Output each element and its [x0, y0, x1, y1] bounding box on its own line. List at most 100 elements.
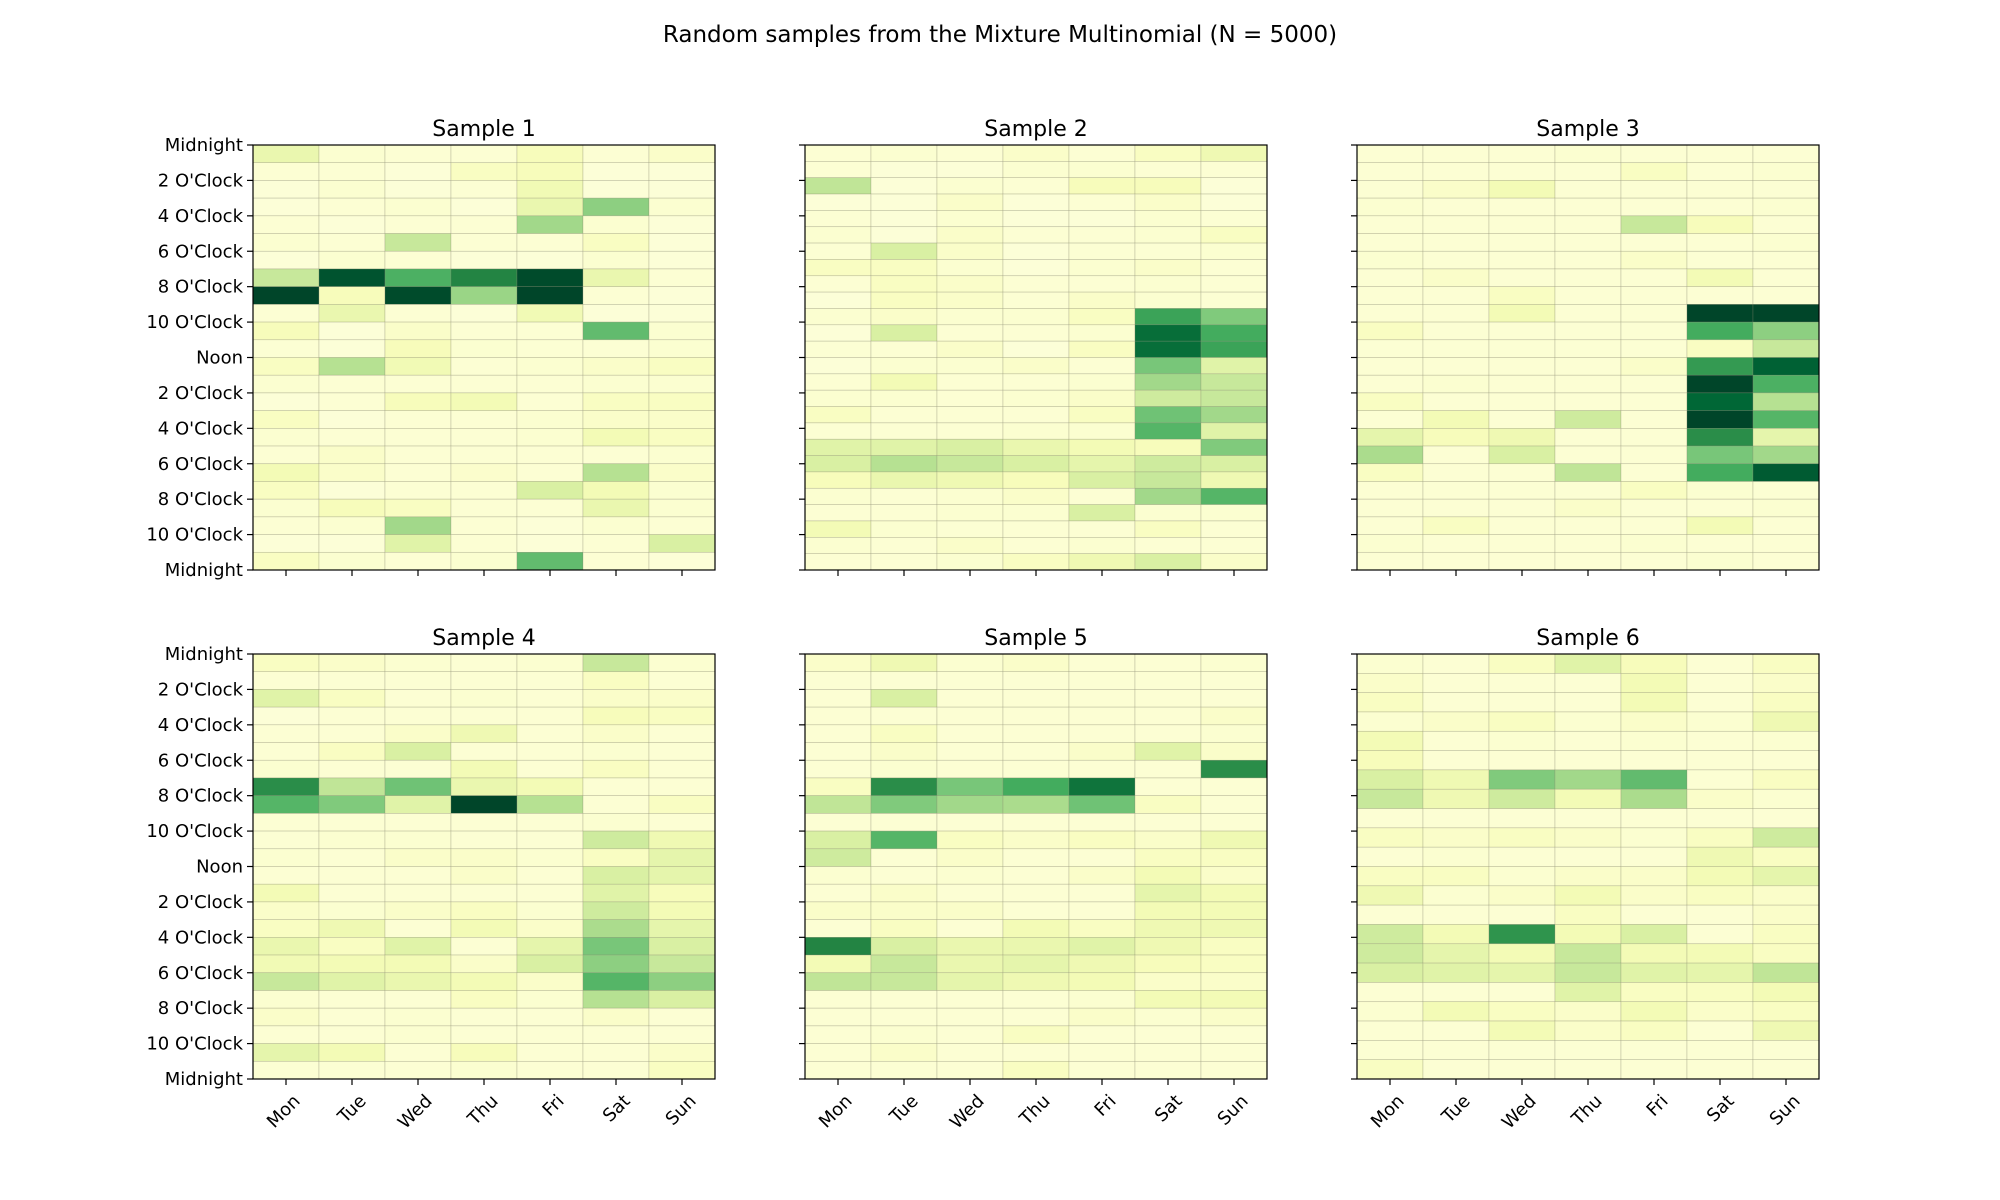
heatmap-cell — [1686, 180, 1754, 199]
x-tick-label: Thu — [1015, 1091, 1054, 1130]
heatmap-cell — [1134, 901, 1202, 920]
heatmap-cell — [804, 373, 872, 391]
heatmap-cell — [1554, 304, 1622, 323]
heatmap-cell — [648, 706, 716, 726]
heatmap-cell — [582, 1060, 650, 1080]
heatmap-cell — [516, 428, 584, 447]
heatmap-cell — [870, 901, 938, 920]
heatmap-cell — [870, 210, 938, 228]
heatmap-cell — [1686, 962, 1754, 983]
heatmap-cell — [1620, 1040, 1688, 1060]
heatmap-cell — [804, 724, 872, 743]
heatmap-cell — [1356, 304, 1424, 323]
heatmap-cell — [870, 487, 938, 505]
heatmap-cell — [1488, 250, 1556, 270]
heatmap-cell — [1134, 308, 1202, 326]
heatmap-cell — [804, 340, 872, 358]
heatmap-cell — [1488, 866, 1556, 887]
heatmap-cell — [1620, 1001, 1688, 1022]
heatmap-cell — [648, 883, 716, 903]
heatmap-cell — [1620, 481, 1688, 500]
heatmap-cell — [1488, 339, 1556, 358]
heatmap-cell — [1488, 304, 1556, 323]
heatmap-cell — [1620, 215, 1688, 234]
heatmap-cell — [1356, 866, 1424, 887]
heatmap-cell — [1422, 788, 1490, 809]
heatmap-cell — [648, 374, 716, 394]
x-tick-label: Thu — [463, 1091, 502, 1130]
heatmap-cell — [252, 286, 320, 305]
heatmap-cell — [804, 455, 872, 473]
heatmap-cell — [1620, 730, 1688, 751]
heatmap-cell — [450, 516, 518, 535]
heatmap-cell — [804, 759, 872, 779]
heatmap-cell — [1422, 1040, 1490, 1060]
heatmap-cell — [1068, 357, 1136, 375]
heatmap-cell — [648, 498, 716, 518]
heatmap-cell — [1488, 692, 1556, 713]
heatmap-cell — [1752, 304, 1820, 323]
heatmap-cell — [936, 308, 1004, 326]
heatmap-cell — [516, 144, 584, 164]
x-tick-label: Wed — [946, 1091, 989, 1134]
heatmap-cell — [1134, 406, 1202, 424]
heatmap-cell — [1620, 339, 1688, 358]
heatmap-cell — [252, 972, 320, 991]
heatmap-cell — [450, 551, 518, 571]
heatmap-cell — [1002, 193, 1070, 211]
heatmap-cell — [1488, 846, 1556, 867]
heatmap-cell — [1422, 428, 1490, 447]
heatmap-cell — [1068, 161, 1136, 178]
heatmap-cell — [384, 534, 452, 553]
heatmap-cell — [1620, 498, 1688, 518]
heatmap-cell — [1686, 463, 1754, 482]
heatmap-cell — [384, 481, 452, 500]
heatmap-cell — [1422, 463, 1490, 482]
heatmap-cell — [1134, 275, 1202, 293]
heatmap-cell — [1554, 215, 1622, 234]
heatmap-cell — [516, 990, 584, 1009]
heatmap-cell — [1752, 827, 1820, 848]
heatmap-cell — [582, 689, 650, 708]
heatmap-cell — [318, 706, 386, 726]
heatmap-cell — [648, 357, 716, 376]
heatmap-cell — [1068, 901, 1136, 920]
heatmap-cell — [1134, 389, 1202, 407]
heatmap-cell — [936, 1007, 1004, 1027]
heatmap-cell — [1002, 830, 1070, 850]
heatmap-cell — [1554, 769, 1622, 790]
heatmap-cell — [1134, 504, 1202, 522]
heatmap-cell — [1356, 250, 1424, 270]
heatmap-cell — [384, 1043, 452, 1062]
heatmap-cell — [1422, 534, 1490, 553]
heatmap-cell — [1554, 534, 1622, 553]
heatmap-cell — [1620, 711, 1688, 732]
heatmap-cell — [318, 180, 386, 199]
heatmap-cell — [1200, 954, 1268, 974]
y-tick-label: 4 O'Clock — [158, 418, 244, 439]
heatmap-cell — [1488, 750, 1556, 771]
y-tick-label: 10 O'Clock — [146, 312, 243, 333]
heatmap-cell — [1422, 904, 1490, 925]
heatmap-cell — [1002, 373, 1070, 391]
heatmap-cell — [1356, 730, 1424, 751]
x-tick-label: Mon — [815, 1091, 857, 1133]
heatmap-cell — [1686, 268, 1754, 287]
x-tick-label: Fri — [539, 1091, 569, 1121]
heatmap-cell — [516, 759, 584, 779]
heatmap-cell — [1134, 1007, 1202, 1027]
heatmap-cell — [1686, 673, 1754, 693]
heatmap-cell — [1356, 904, 1424, 925]
heatmap-cell — [252, 392, 320, 411]
heatmap-cell — [582, 410, 650, 429]
heatmap-cell — [450, 498, 518, 518]
heatmap-cell — [804, 275, 872, 293]
heatmap-cell — [1002, 990, 1070, 1009]
heatmap-cell — [936, 324, 1004, 342]
heatmap-cell — [1554, 827, 1622, 848]
heatmap-cell — [450, 197, 518, 217]
x-tick-label: Thu — [1567, 1091, 1606, 1130]
heatmap-cell — [1488, 769, 1556, 790]
heatmap-cell — [648, 410, 716, 429]
heatmap-cell — [1488, 1040, 1556, 1060]
